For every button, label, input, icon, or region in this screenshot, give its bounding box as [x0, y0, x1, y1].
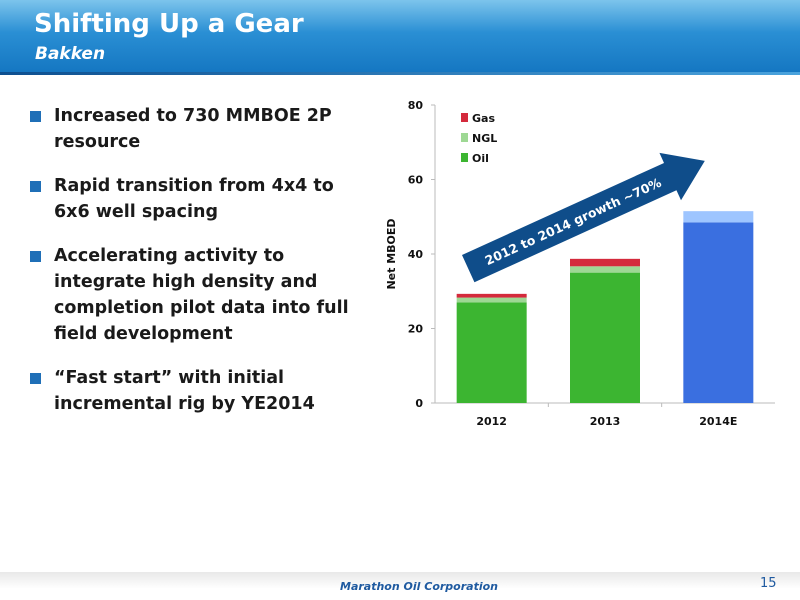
y-tick-label: 80: [408, 99, 424, 112]
legend-swatch-gas: [461, 113, 468, 122]
bar-ngl-2012: [456, 297, 527, 303]
x-tick-label: 2012: [476, 415, 507, 428]
y-axis-label: Net MBOED: [385, 218, 398, 289]
footer-bar: [0, 572, 800, 600]
bullet-square-icon: [30, 111, 41, 122]
bullet-text: Increased to 730 MMBOE 2P resource: [54, 106, 332, 152]
bullet-item: Rapid transition from 4x4 to 6x6 well sp…: [30, 173, 370, 225]
y-tick-label: 60: [408, 174, 424, 187]
legend-label-ngl: NGL: [472, 132, 497, 145]
bar-ngl-2013: [570, 266, 640, 273]
growth-annotation-label: 2012 to 2014 growth ~70%: [483, 175, 664, 268]
legend-swatch-ngl: [461, 133, 468, 142]
y-tick-label: 0: [415, 397, 423, 410]
legend-label-oil: Oil: [472, 152, 489, 165]
bullet-square-icon: [30, 373, 41, 384]
y-tick-label: 40: [408, 248, 424, 261]
bullet-text: “Fast start” with initial incremental ri…: [54, 368, 315, 414]
page-number: 15: [760, 576, 777, 591]
growth-arrow-shape: [462, 152, 705, 283]
slide-title: Shifting Up a Gear: [34, 9, 304, 39]
bullet-list: Increased to 730 MMBOE 2P resource Rapid…: [30, 103, 370, 435]
bar-gas-2012: [456, 293, 527, 298]
x-tick-label: 2013: [590, 415, 621, 428]
footer-company-name: Marathon Oil Corporation: [340, 580, 498, 593]
bar-oil-2013: [570, 272, 640, 403]
bullet-item: Increased to 730 MMBOE 2P resource: [30, 103, 370, 155]
y-tick-label: 20: [408, 323, 424, 336]
header-divider: [0, 72, 800, 75]
legend-label-gas: Gas: [472, 112, 495, 125]
bar-oil-2012: [456, 302, 527, 403]
bar-ngl-2014e: [683, 211, 754, 223]
bullet-square-icon: [30, 251, 41, 262]
production-chart: 0 20 40 60 80 Net MBOED 2012 2013 2014E Gas NGL Oil…: [385, 99, 775, 428]
bullet-item: Accelerating activity to integrate high …: [30, 243, 370, 347]
bullet-item: “Fast start” with initial incremental ri…: [30, 365, 370, 417]
slide-subtitle: Bakken: [35, 44, 106, 64]
bullet-square-icon: [30, 181, 41, 192]
legend-swatch-oil: [461, 153, 468, 162]
bar-oil-2014e: [683, 222, 754, 403]
bullet-text: Rapid transition from 4x4 to 6x6 well sp…: [54, 176, 334, 222]
header-banner: [0, 0, 800, 72]
x-tick-label: 2014E: [699, 415, 737, 428]
bullet-text: Accelerating activity to integrate high …: [54, 246, 349, 344]
bar-gas-2013: [570, 258, 640, 267]
